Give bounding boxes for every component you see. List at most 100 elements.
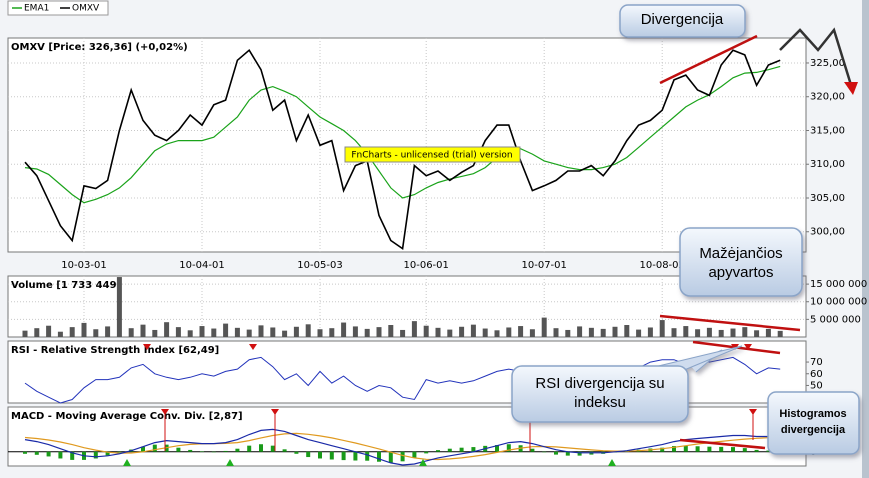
signal	[249, 344, 257, 350]
bar	[105, 451, 110, 456]
bar	[388, 325, 394, 337]
bar	[671, 328, 677, 337]
callout	[619, 4, 746, 38]
bar	[400, 451, 405, 462]
bar	[529, 329, 535, 337]
bar	[246, 329, 252, 337]
series-line	[24, 432, 781, 461]
callouts	[511, 4, 860, 455]
bar	[541, 317, 547, 337]
bar	[766, 450, 771, 452]
forecast-arrow	[779, 27, 853, 86]
bar	[176, 447, 181, 452]
bar	[259, 444, 263, 452]
bar	[600, 328, 606, 337]
bar	[81, 322, 87, 337]
legend: EMA1 OMXV	[7, 0, 109, 16]
bar	[305, 324, 311, 337]
bar	[234, 327, 240, 337]
bar	[447, 448, 452, 452]
trend-line	[659, 314, 801, 332]
bar	[436, 450, 440, 452]
bar	[175, 327, 181, 337]
bar	[57, 331, 63, 337]
y-tick-label: 300,00	[810, 227, 845, 238]
signal	[419, 459, 427, 466]
bar	[152, 329, 158, 337]
bar	[46, 451, 51, 457]
trend-line	[679, 438, 766, 450]
callout	[767, 391, 860, 455]
bar	[412, 451, 417, 458]
bar	[388, 451, 393, 463]
bar	[647, 327, 653, 337]
bar	[317, 329, 323, 337]
bar	[341, 322, 347, 337]
series-line	[24, 356, 781, 404]
bar	[706, 327, 712, 337]
bar	[353, 451, 358, 461]
bar	[612, 326, 618, 337]
bar	[270, 327, 276, 337]
watermark-box	[344, 146, 521, 163]
series-line	[24, 428, 781, 466]
bar	[69, 327, 75, 337]
bar	[152, 444, 157, 452]
bar	[105, 326, 111, 337]
callout-text: indeksu	[574, 394, 626, 411]
bar	[294, 451, 299, 454]
bar	[164, 322, 170, 337]
bar	[140, 324, 146, 337]
bar	[364, 328, 370, 337]
bar	[211, 328, 217, 337]
bar	[93, 329, 99, 337]
x-tick-label: 10-04-01	[179, 260, 224, 271]
bar	[377, 451, 381, 462]
callout-text: divergencija	[781, 424, 846, 436]
legend-label: EMA1	[24, 4, 49, 14]
bar	[624, 325, 630, 337]
x-tick-label: 10-03-01	[61, 260, 106, 271]
bar	[742, 448, 747, 452]
bar	[116, 277, 122, 337]
bar	[93, 451, 98, 459]
bar	[459, 447, 464, 452]
bar	[187, 330, 193, 337]
bar	[247, 445, 252, 452]
bar	[188, 449, 193, 452]
bar	[506, 444, 511, 452]
bar	[754, 449, 759, 452]
y-tick-label: 10 000 000	[810, 297, 867, 308]
signal	[226, 459, 234, 466]
bar	[58, 451, 63, 459]
bar	[695, 446, 700, 452]
bar	[754, 330, 760, 337]
bar	[70, 451, 75, 460]
signal	[744, 344, 752, 350]
signal	[143, 344, 151, 350]
bar	[400, 329, 406, 337]
bar	[554, 451, 558, 455]
legend-label: OMXV	[72, 4, 100, 14]
callout-text: Divergencija	[641, 11, 724, 28]
bar	[447, 329, 453, 337]
bar	[765, 328, 771, 337]
panel: 40506070RSI - Relative Strength Index [6…	[7, 340, 823, 404]
y-tick-label: 310,00	[810, 159, 845, 170]
bar	[424, 451, 429, 454]
watermark: FnCharts - unlicensed (trial) version	[351, 151, 512, 161]
bar	[718, 329, 724, 337]
y-tick-label: 315,00	[810, 125, 845, 136]
bar	[318, 451, 322, 459]
bar	[235, 448, 240, 452]
bar	[282, 330, 288, 337]
bar	[660, 447, 665, 452]
bar	[577, 451, 582, 456]
bar	[588, 327, 594, 337]
bar	[470, 324, 476, 337]
bar	[293, 326, 299, 337]
y-tick-label: 15 000 000	[810, 279, 867, 290]
x-tick-label: 10-05-03	[297, 260, 342, 271]
panel-title: RSI - Relative Strength Index [62,49]	[11, 345, 219, 356]
y-tick-label: 70	[810, 357, 823, 368]
